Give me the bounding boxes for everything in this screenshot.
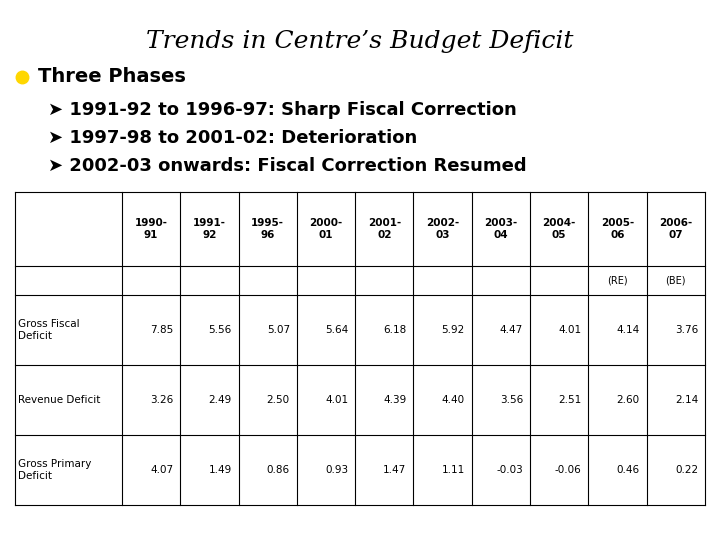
Text: 4.40: 4.40 (441, 395, 465, 405)
Text: 3.56: 3.56 (500, 395, 523, 405)
Text: 1990-
91: 1990- 91 (135, 218, 168, 240)
Text: ➤ 2002-03 onwards: Fiscal Correction Resumed: ➤ 2002-03 onwards: Fiscal Correction Res… (48, 157, 526, 175)
Text: 3.76: 3.76 (675, 325, 698, 335)
Text: 2.49: 2.49 (208, 395, 232, 405)
Text: Gross Primary
Deficit: Gross Primary Deficit (18, 459, 91, 481)
Text: 5.92: 5.92 (441, 325, 465, 335)
Text: 4.01: 4.01 (325, 395, 348, 405)
Text: Gross Fiscal
Deficit: Gross Fiscal Deficit (18, 319, 80, 341)
Text: 0.22: 0.22 (675, 465, 698, 475)
Text: ➤ 1991-92 to 1996-97: Sharp Fiscal Correction: ➤ 1991-92 to 1996-97: Sharp Fiscal Corre… (48, 101, 517, 119)
Text: Three Phases: Three Phases (38, 68, 186, 86)
Text: (RE): (RE) (607, 275, 628, 286)
Text: 1995-
96: 1995- 96 (251, 218, 284, 240)
Text: 4.14: 4.14 (616, 325, 639, 335)
Text: 5.64: 5.64 (325, 325, 348, 335)
Text: 2.60: 2.60 (616, 395, 639, 405)
Text: 0.46: 0.46 (616, 465, 639, 475)
Text: 2001-
02: 2001- 02 (368, 218, 401, 240)
Text: 2004-
05: 2004- 05 (543, 218, 576, 240)
Text: 4.07: 4.07 (150, 465, 174, 475)
Text: 7.85: 7.85 (150, 325, 174, 335)
Text: 2.50: 2.50 (266, 395, 290, 405)
Text: 2.14: 2.14 (675, 395, 698, 405)
Text: 6.18: 6.18 (383, 325, 407, 335)
Text: 4.01: 4.01 (558, 325, 581, 335)
Text: 0.93: 0.93 (325, 465, 348, 475)
Text: 2006-
07: 2006- 07 (660, 218, 693, 240)
Text: 1.11: 1.11 (441, 465, 465, 475)
Text: 4.47: 4.47 (500, 325, 523, 335)
Text: 3.26: 3.26 (150, 395, 174, 405)
Text: Trends in Centre’s Budget Deficit: Trends in Centre’s Budget Deficit (146, 30, 574, 53)
Text: 2.51: 2.51 (558, 395, 581, 405)
Text: ➤ 1997-98 to 2001-02: Deterioration: ➤ 1997-98 to 2001-02: Deterioration (48, 129, 418, 147)
Text: 2005-
06: 2005- 06 (601, 218, 634, 240)
Text: 4.39: 4.39 (383, 395, 407, 405)
Text: 1991-
92: 1991- 92 (193, 218, 226, 240)
Text: 1.49: 1.49 (208, 465, 232, 475)
Text: (BE): (BE) (665, 275, 686, 286)
Text: 2002-
03: 2002- 03 (426, 218, 459, 240)
Text: 1.47: 1.47 (383, 465, 407, 475)
Text: 5.56: 5.56 (208, 325, 232, 335)
Text: 5.07: 5.07 (266, 325, 290, 335)
Text: 0.86: 0.86 (266, 465, 290, 475)
Text: 2003-
04: 2003- 04 (485, 218, 518, 240)
Text: -0.03: -0.03 (496, 465, 523, 475)
Text: -0.06: -0.06 (554, 465, 581, 475)
Text: 2000-
01: 2000- 01 (310, 218, 343, 240)
Text: Revenue Deficit: Revenue Deficit (18, 395, 100, 405)
